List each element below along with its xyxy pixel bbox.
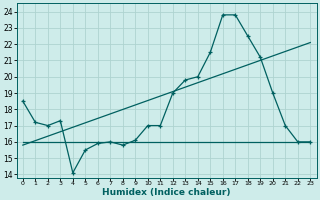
X-axis label: Humidex (Indice chaleur): Humidex (Indice chaleur) <box>102 188 231 197</box>
